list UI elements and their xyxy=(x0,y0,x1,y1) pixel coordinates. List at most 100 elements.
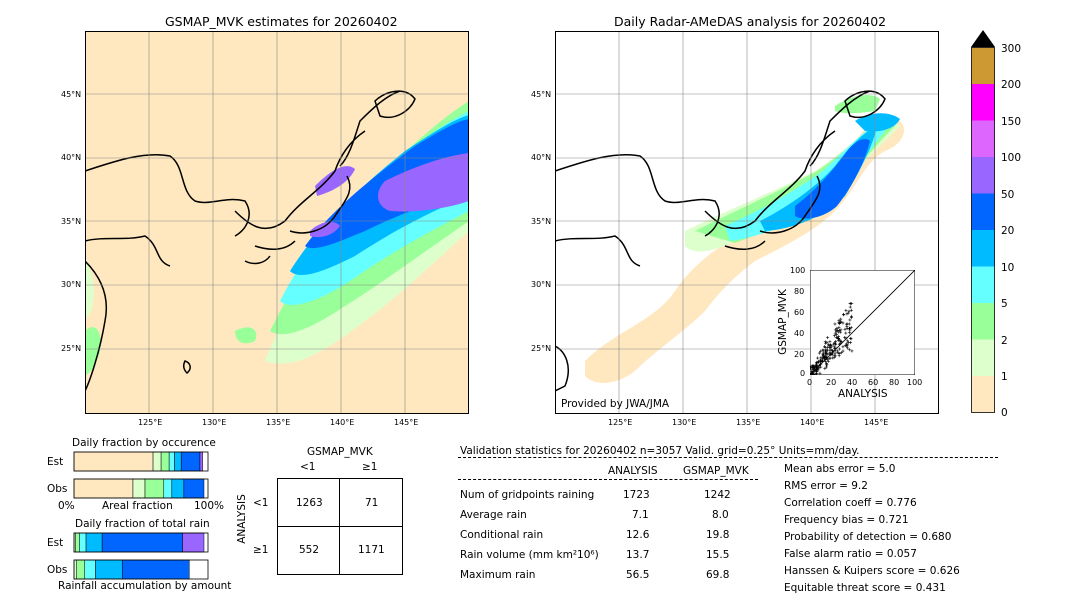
scatter-point xyxy=(834,346,838,350)
total-rain-row-obs: Obs xyxy=(47,564,68,576)
scatter-point xyxy=(844,331,848,335)
right-map-title: Daily Radar-AMeDAS analysis for 20260402 xyxy=(614,14,887,29)
right-lat-40: 40°N xyxy=(531,153,552,162)
score-hk: Hanssen & Kuipers score = 0.626 xyxy=(784,565,960,577)
scatter-point xyxy=(843,344,847,348)
scatter-point xyxy=(815,367,819,371)
left-lon-130: 130°E xyxy=(202,418,227,427)
scatter-ytick-20: 20 xyxy=(794,350,805,359)
validation-divider xyxy=(458,457,998,458)
colorbar-label-5: 5 xyxy=(1001,298,1008,310)
scatter-ytick-40: 40 xyxy=(794,329,805,338)
stacked-bar-segment xyxy=(73,451,154,472)
scatter-point xyxy=(831,349,835,353)
scatter-point xyxy=(848,305,852,309)
stat-analysis-conditional: 12.6 xyxy=(626,529,650,541)
col-gsmap: GSMAP_MVK xyxy=(683,465,749,477)
scatter-point xyxy=(847,348,851,352)
contingency-cell-miss: 552 xyxy=(299,544,320,556)
right-lon-125: 125°E xyxy=(608,418,633,427)
colorbar-swatch xyxy=(971,230,995,267)
contingency-row-lt1: <1 xyxy=(253,497,269,509)
scatter-point xyxy=(831,356,835,360)
scatter-point xyxy=(841,345,845,349)
scatter-point xyxy=(848,318,852,322)
stat-label-volume: Rain volume (mm km²10⁶) xyxy=(460,549,599,561)
total-rain-footer: Rainfall accumulation by amount xyxy=(58,580,232,592)
scatter-point xyxy=(826,358,830,362)
scatter-point xyxy=(816,360,820,364)
left-lon-140: 140°E xyxy=(330,418,355,427)
score-rmse: RMS error = 9.2 xyxy=(784,480,868,492)
scatter-point xyxy=(829,346,833,350)
colorbar-label-100: 100 xyxy=(1001,152,1022,164)
occurrence-chart xyxy=(73,451,209,499)
scatter-point xyxy=(837,326,841,330)
scatter-point xyxy=(812,373,816,375)
scatter-point xyxy=(814,363,818,367)
scatter-point xyxy=(832,334,836,338)
scatter-point xyxy=(839,340,843,344)
total-rain-chart xyxy=(73,532,209,580)
scatter-point xyxy=(825,352,829,356)
total-rain-row-est: Est xyxy=(47,537,64,549)
left-lon-145: 145°E xyxy=(394,418,419,427)
scatter-point xyxy=(826,336,830,340)
scatter-point xyxy=(810,372,812,375)
scatter-point xyxy=(848,302,852,306)
scatter-point xyxy=(849,314,853,318)
scatter-point xyxy=(828,340,832,344)
left-map xyxy=(85,31,469,414)
right-coastlines xyxy=(555,90,886,392)
occurrence-row-est: Est xyxy=(47,456,64,468)
scatter-point xyxy=(841,321,845,325)
right-lat-45: 45°N xyxy=(531,90,552,99)
stat-analysis-volume: 13.7 xyxy=(626,549,650,561)
stat-analysis-average: 7.1 xyxy=(632,509,649,521)
colorbar-swatch xyxy=(971,266,995,303)
colorbar-label-10: 10 xyxy=(1001,262,1015,274)
right-lon-130: 130°E xyxy=(672,418,697,427)
stacked-bar-segment xyxy=(132,478,146,499)
scatter-point xyxy=(835,326,839,330)
scatter-point xyxy=(845,323,849,327)
stacked-bar-segment xyxy=(144,478,165,499)
scatter-point xyxy=(848,331,852,335)
scatter-point xyxy=(844,308,848,312)
scatter-point xyxy=(847,322,851,326)
scatter-point xyxy=(823,344,827,348)
occurrence-axis-mid: Areal fraction xyxy=(102,500,173,512)
occurrence-axis-right: 100% xyxy=(194,500,225,512)
colorbar-swatch xyxy=(971,84,995,121)
left-lat-45: 45°N xyxy=(61,90,82,99)
scatter-point xyxy=(837,351,841,355)
scatter-point xyxy=(821,359,825,363)
scatter-point xyxy=(810,373,813,375)
contingency-row-ge1: ≥1 xyxy=(253,544,269,556)
scatter-xtick-0: 0 xyxy=(807,378,813,387)
scatter-point xyxy=(850,349,854,353)
scatter-point xyxy=(834,335,838,339)
contingency-cell-false-alarm: 71 xyxy=(365,497,379,509)
scatter-point xyxy=(821,352,825,356)
scatter-point xyxy=(829,348,833,352)
stacked-bar-segment xyxy=(163,478,173,499)
stat-label-gridpoints: Num of gridpoints raining xyxy=(460,489,595,501)
score-pod: Probability of detection = 0.680 xyxy=(784,531,952,543)
score-frequency-bias: Frequency bias = 0.721 xyxy=(784,514,909,526)
scatter-point xyxy=(819,365,823,369)
stacked-bar-outline xyxy=(73,451,209,472)
left-lat-35: 35°N xyxy=(61,217,82,226)
stacked-bar-segment xyxy=(174,451,182,472)
scatter-point xyxy=(824,341,828,345)
scatter-point xyxy=(824,351,828,355)
right-lat-35: 35°N xyxy=(531,217,552,226)
score-ets: Equitable threat score = 0.431 xyxy=(784,582,946,594)
contingency-cell-hit-miss: 1263 xyxy=(296,497,323,509)
colorbar-label-50: 50 xyxy=(1001,189,1015,201)
left-map-title: GSMAP_MVK estimates for 20260402 xyxy=(165,14,398,29)
scatter-point xyxy=(837,318,841,322)
left-lat-25: 25°N xyxy=(61,344,82,353)
stacked-bar-segment xyxy=(171,478,185,499)
scatter-point xyxy=(837,329,841,333)
